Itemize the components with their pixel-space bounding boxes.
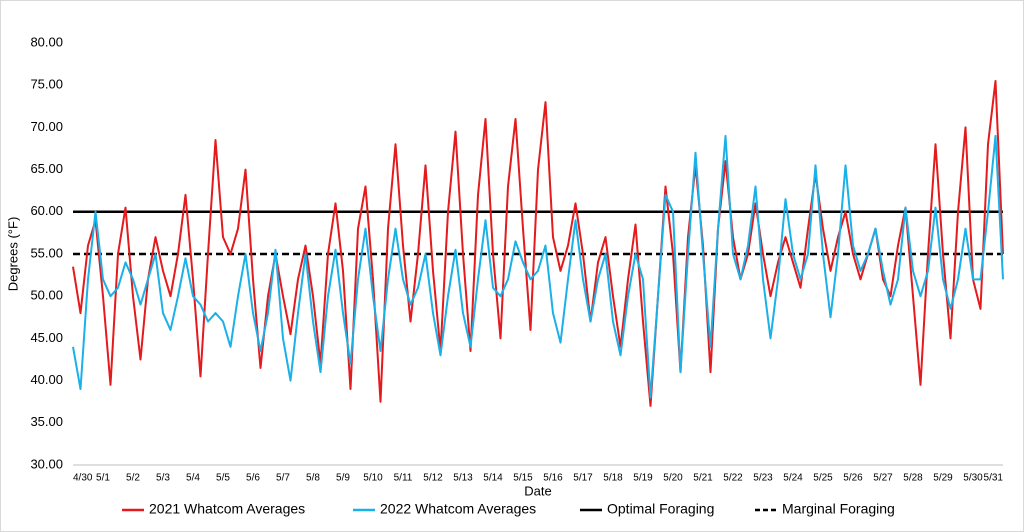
- y-tick-label: 55.00: [30, 245, 63, 260]
- x-tick-label: 5/10: [363, 473, 383, 484]
- y-tick-label: 70.00: [30, 119, 63, 134]
- x-tick-label: 5/19: [633, 473, 653, 484]
- legend-label: 2021 Whatcom Averages: [149, 501, 305, 517]
- x-tick-label: 5/20: [663, 473, 683, 484]
- y-tick-label: 80.00: [30, 34, 63, 49]
- x-tick-label: 5/14: [483, 473, 503, 484]
- x-tick-label: 5/30: [963, 473, 983, 484]
- x-tick-label: 5/18: [603, 473, 623, 484]
- series-line: [72, 134, 1004, 399]
- x-tick-label: 5/4: [186, 473, 200, 484]
- y-tick-label: 60.00: [30, 203, 63, 218]
- x-tick-label: 5/5: [216, 473, 230, 484]
- x-axis-label: Date: [524, 483, 551, 498]
- x-tick-label: 5/2: [126, 473, 140, 484]
- x-tick-label: 5/11: [394, 473, 413, 484]
- x-tick-label: 5/27: [873, 473, 893, 484]
- y-axis-label: Degrees (°F): [5, 217, 20, 292]
- y-tick-label: 50.00: [30, 288, 63, 303]
- x-tick-label: 5/16: [543, 473, 563, 484]
- x-tick-label: 5/13: [453, 473, 473, 484]
- y-tick-label: 65.00: [30, 161, 63, 176]
- x-tick-label: 5/6: [246, 473, 260, 484]
- x-tick-label: 5/15: [513, 473, 533, 484]
- x-tick-label: 5/25: [813, 473, 833, 484]
- legend-label: Optimal Foraging: [607, 501, 714, 517]
- series-line: [72, 79, 1004, 407]
- x-tick-label: 5/7: [276, 473, 290, 484]
- x-tick-label: 5/8: [306, 473, 320, 484]
- x-tick-label: 5/21: [693, 473, 713, 484]
- y-tick-label: 35.00: [30, 414, 63, 429]
- x-tick-label: 5/3: [156, 473, 170, 484]
- x-tick-label: 5/26: [843, 473, 863, 484]
- x-tick-label: 5/1: [96, 473, 110, 484]
- x-tick-label: 5/28: [903, 473, 923, 484]
- legend-label: 2022 Whatcom Averages: [380, 501, 536, 517]
- x-tick-label: 5/22: [723, 473, 743, 484]
- x-tick-label: 5/9: [336, 473, 350, 484]
- x-tick-label: 5/17: [573, 473, 593, 484]
- y-tick-label: 75.00: [30, 77, 63, 92]
- x-tick-label: 5/12: [423, 473, 443, 484]
- x-tick-label: 5/31: [984, 473, 1004, 484]
- legend-label: Marginal Foraging: [782, 501, 895, 517]
- y-tick-label: 45.00: [30, 330, 63, 345]
- y-tick-label: 40.00: [30, 372, 63, 387]
- x-tick-label: 5/24: [783, 473, 803, 484]
- x-tick-label: 4/30: [73, 473, 93, 484]
- x-tick-label: 5/23: [753, 473, 773, 484]
- y-tick-label: 30.00: [30, 456, 63, 471]
- x-tick-label: 5/29: [933, 473, 953, 484]
